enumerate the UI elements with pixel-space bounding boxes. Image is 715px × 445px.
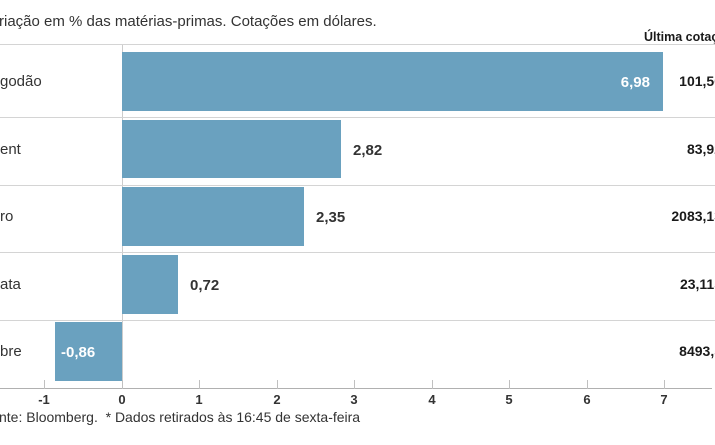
bar-row-3 (122, 187, 304, 246)
x-axis-tick-label: 2 (273, 392, 281, 407)
last-quote-column-header: Última cotaç (644, 30, 715, 44)
x-axis-tick (44, 380, 45, 389)
last-quote-row-2: 83,92 (686, 141, 715, 157)
x-axis-tick (664, 380, 665, 389)
last-quote-row-4: 23,115 (679, 276, 715, 292)
category-label-row-4: ata (0, 276, 21, 293)
row-separator-line (0, 320, 715, 321)
x-axis-tick-label: 0 (118, 392, 126, 407)
category-label-row-5: bre (0, 343, 22, 360)
last-quote-row-5: 8493,5 (679, 343, 715, 359)
category-label-row-1: godão (0, 73, 42, 90)
x-axis-tick-label: 1 (195, 392, 203, 407)
x-axis-tick (277, 380, 278, 389)
x-axis-tick-label: 6 (583, 392, 591, 407)
last-quote-row-1: 101,56 (679, 73, 715, 89)
value-label-row-5: -0,86 (61, 344, 96, 361)
header-separator-line (0, 44, 715, 45)
value-label-row-4: 0,72 (190, 277, 220, 294)
bar-row-5 (55, 322, 122, 381)
bar-row-1 (122, 52, 663, 111)
x-axis-tick-label: 5 (505, 392, 513, 407)
value-label-row-1: 6,98 (620, 74, 650, 91)
x-axis-tick (432, 380, 433, 389)
row-separator-line (0, 185, 715, 186)
last-quote-row-3: 2083,13 (671, 208, 715, 224)
x-axis-tick-label: 3 (350, 392, 358, 407)
x-axis-tick-label: -1 (38, 392, 50, 407)
x-axis-tick (354, 380, 355, 389)
category-label-row-2: ent (0, 141, 21, 158)
x-axis-tick-label: 7 (660, 392, 668, 407)
bar-row-2 (122, 120, 341, 178)
x-axis-tick-label: 4 (428, 392, 436, 407)
chart-title: riação em % das matérias-primas. Cotaçõe… (0, 13, 377, 30)
source-note: nte: Bloomberg. * Dados retirados às 16:… (0, 409, 361, 425)
value-label-row-3: 2,35 (316, 209, 346, 226)
bar-row-4 (122, 255, 178, 314)
x-axis-line (0, 388, 712, 389)
value-label-row-2: 2,82 (353, 142, 383, 159)
x-axis-tick (199, 380, 200, 389)
row-separator-line (0, 117, 715, 118)
row-separator-line (0, 252, 715, 253)
category-label-row-3: ro (0, 208, 14, 225)
x-axis-tick (509, 380, 510, 389)
x-axis-tick (122, 380, 123, 389)
x-axis-tick (587, 380, 588, 389)
